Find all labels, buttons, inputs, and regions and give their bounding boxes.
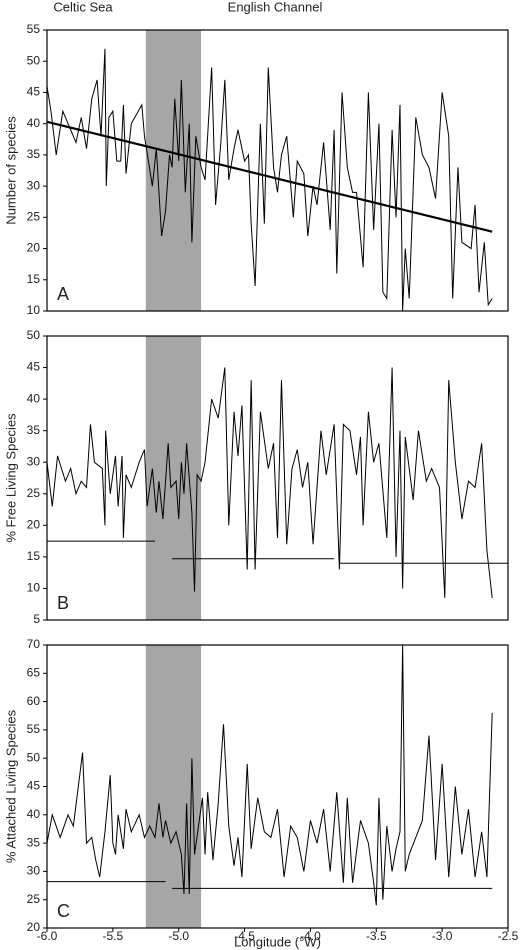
plot-frame xyxy=(46,29,509,312)
y-tick-label: 35 xyxy=(27,147,41,161)
x-tick-label: -5.5 xyxy=(103,929,124,943)
x-axis-label: Longitude (°W) xyxy=(234,934,321,949)
y-axis-label: % Attached Living Species xyxy=(3,709,18,863)
y-tick-label: 25 xyxy=(27,486,41,500)
data-line xyxy=(46,644,493,906)
y-tick-label: 45 xyxy=(27,360,41,374)
y-tick-label: 40 xyxy=(27,391,41,405)
y-tick-label: 10 xyxy=(27,303,41,317)
x-tick-label: -2.5 xyxy=(498,929,519,943)
region-annotation: Celtic Sea xyxy=(53,0,113,14)
y-axis-label: Number of species xyxy=(3,116,18,225)
y-tick-label: 30 xyxy=(27,178,41,192)
y-tick-label: 50 xyxy=(27,750,41,764)
plot-frame xyxy=(46,335,509,621)
x-tick-label: -5.0 xyxy=(168,929,189,943)
y-tick-label: 55 xyxy=(27,722,41,736)
y-tick-label: 55 xyxy=(27,22,41,36)
y-axis-label: % Free Living Species xyxy=(3,413,18,543)
y-tick-label: 20 xyxy=(27,241,41,255)
y-tick-label: 5 xyxy=(33,612,40,626)
y-tick-label: 15 xyxy=(27,549,41,563)
y-tick-label: 30 xyxy=(27,864,41,878)
y-tick-label: 20 xyxy=(27,920,41,934)
y-tick-label: 50 xyxy=(27,328,41,342)
x-tick-label: -3.0 xyxy=(432,929,453,943)
y-tick-label: 20 xyxy=(27,518,41,532)
y-tick-label: 10 xyxy=(27,581,41,595)
shaded-region xyxy=(145,336,202,620)
trend-line xyxy=(46,120,493,233)
y-tick-label: 45 xyxy=(27,779,41,793)
x-tick-label: -4.0 xyxy=(300,929,321,943)
y-tick-label: 60 xyxy=(27,694,41,708)
y-tick-label: 15 xyxy=(27,272,41,286)
plot-frame xyxy=(46,644,509,929)
panel-label: A xyxy=(57,284,69,304)
y-tick-label: 65 xyxy=(27,665,41,679)
y-tick-label: 50 xyxy=(27,53,41,67)
y-tick-label: 35 xyxy=(27,423,41,437)
y-tick-label: 35 xyxy=(27,835,41,849)
region-annotation: English Channel xyxy=(228,0,323,14)
y-tick-label: 30 xyxy=(27,454,41,468)
y-tick-label: 40 xyxy=(27,116,41,130)
shaded-region xyxy=(145,645,202,928)
panel-label: C xyxy=(57,901,70,921)
y-tick-label: 25 xyxy=(27,892,41,906)
data-line xyxy=(46,367,493,598)
x-tick-label: -4.5 xyxy=(234,929,255,943)
y-tick-label: 40 xyxy=(27,807,41,821)
data-line xyxy=(46,48,493,312)
y-tick-label: 25 xyxy=(27,210,41,224)
shaded-region xyxy=(145,30,202,311)
x-tick-label: -6.0 xyxy=(37,929,58,943)
y-tick-label: 45 xyxy=(27,85,41,99)
y-tick-label: 70 xyxy=(27,637,41,651)
x-tick-label: -3.5 xyxy=(366,929,387,943)
panel-label: B xyxy=(57,593,69,613)
